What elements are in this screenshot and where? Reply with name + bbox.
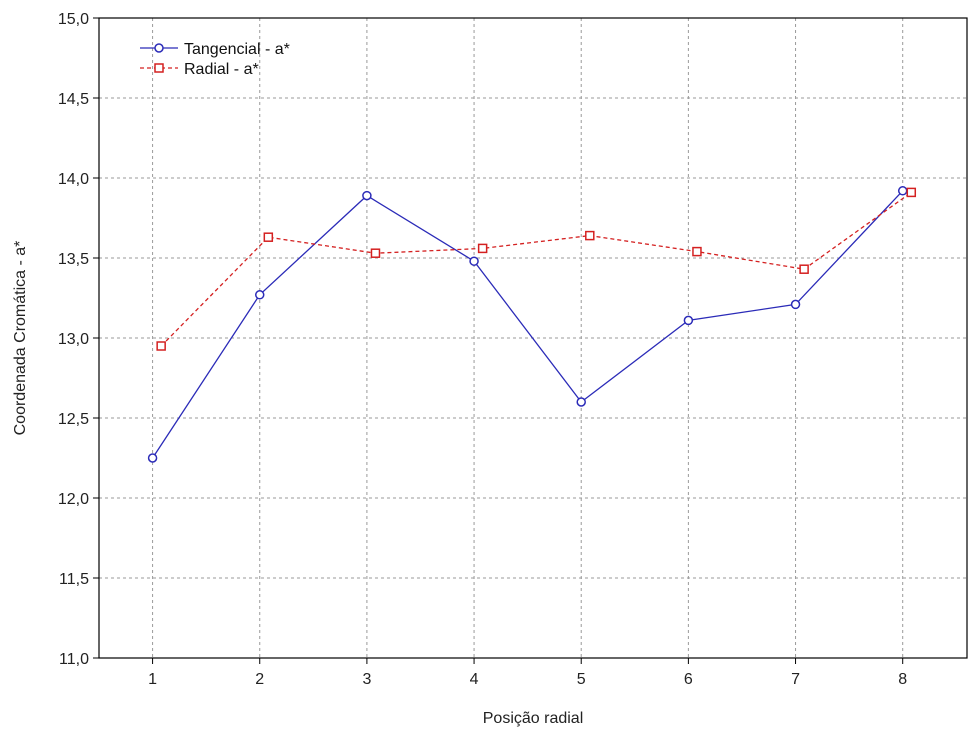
- legend-label: Tangencial - a*: [184, 41, 290, 58]
- series-layer: [147, 186, 917, 463]
- legend-item: Tangencial - a*: [140, 41, 290, 58]
- x-tick-label: 2: [255, 671, 264, 688]
- y-tick-label: 11,5: [59, 571, 89, 588]
- y-tick-label: 14,5: [58, 91, 89, 108]
- x-tick-label: 4: [470, 671, 479, 688]
- series-radial: [156, 187, 917, 351]
- data-point-circle: [897, 186, 908, 196]
- y-tick-label: 13,5: [58, 251, 89, 268]
- series-line: [152, 190, 904, 459]
- legend-label: Radial - a*: [184, 61, 259, 78]
- data-point-square: [156, 341, 166, 351]
- x-tick-label: 6: [684, 671, 693, 688]
- y-tick-label: 12,5: [58, 411, 89, 428]
- x-tick-label: 8: [898, 671, 907, 688]
- y-axis-ticks: 11,0 11,5 12,0 12,5 13,0 13,5 14,0 14,5 15,0: [58, 11, 99, 668]
- x-tick-label: 7: [791, 671, 800, 688]
- y-tick-label: 11,0: [59, 651, 89, 668]
- data-point-square: [370, 248, 381, 258]
- data-point-circle: [576, 397, 586, 407]
- data-point-circle: [790, 299, 801, 310]
- y-tick-label: 13,0: [58, 331, 89, 348]
- x-axis-title: Posição radial: [483, 710, 584, 727]
- data-point-square: [585, 230, 595, 241]
- data-point-circle: [362, 190, 372, 201]
- x-axis-ticks: 1 2 3 4 5 6 7 8: [148, 658, 907, 688]
- data-point-circle: [683, 315, 694, 326]
- data-point-square: [692, 246, 702, 257]
- data-point-square: [906, 187, 917, 198]
- legend: Tangencial - a* Radial - a*: [140, 41, 290, 78]
- series-line: [160, 191, 912, 347]
- y-axis-title: Coordenada Cromática - a*: [12, 241, 29, 436]
- x-tick-label: 1: [148, 671, 157, 688]
- series-tangencial: [147, 186, 908, 463]
- y-tick-label: 15,0: [58, 11, 89, 28]
- data-point-circle: [254, 290, 265, 300]
- data-point-square: [799, 264, 809, 274]
- data-point-circle: [147, 453, 158, 463]
- y-tick-label: 12,0: [58, 491, 89, 508]
- data-point-square: [477, 243, 488, 254]
- data-point-square: [263, 232, 274, 242]
- legend-marker-circle: [154, 43, 164, 53]
- y-tick-label: 14,0: [58, 171, 89, 188]
- data-point-circle: [469, 256, 479, 266]
- x-tick-label: 5: [577, 671, 586, 688]
- legend-item: Radial - a*: [140, 61, 259, 78]
- x-tick-label: 3: [362, 671, 371, 688]
- legend-marker-square: [154, 63, 164, 73]
